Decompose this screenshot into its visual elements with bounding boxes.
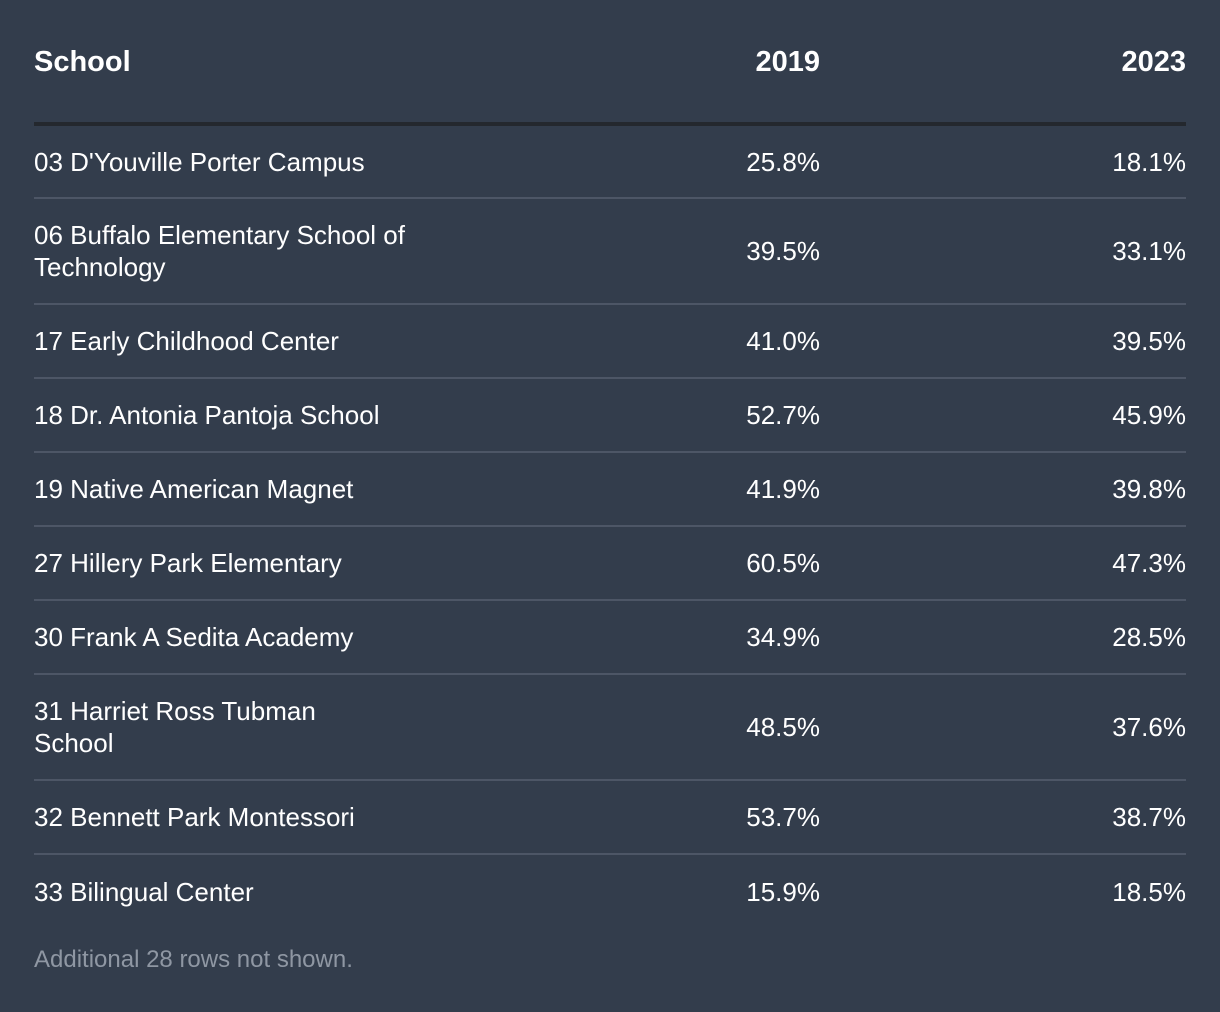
table-body: 03 D'Youville Porter Campus 25.8% 18.1% … (34, 124, 1186, 928)
table-row: 18 Dr. Antonia Pantoja School 52.7% 45.9… (34, 378, 1186, 453)
school-name-cell: 31 Harriet Ross Tubman School (34, 674, 654, 781)
value-2019-cell: 41.9% (654, 452, 820, 527)
header-school[interactable]: School (34, 0, 654, 126)
table-row: 06 Buffalo Elementary School of Technolo… (34, 198, 1186, 305)
value-2023-cell: 28.5% (820, 600, 1186, 675)
value-2023-cell: 37.6% (820, 674, 1186, 781)
value-2019-cell: 52.7% (654, 378, 820, 453)
value-2023-cell: 38.7% (820, 780, 1186, 855)
school-name-cell: 32 Bennett Park Montessori (34, 780, 654, 855)
value-2023-cell: 18.1% (820, 124, 1186, 199)
school-name-cell: 19 Native American Magnet (34, 452, 654, 527)
value-2019-cell: 53.7% (654, 780, 820, 855)
value-2019-cell: 25.8% (654, 124, 820, 199)
table-row: 27 Hillery Park Elementary 60.5% 47.3% (34, 526, 1186, 601)
school-name-cell: 03 D'Youville Porter Campus (34, 124, 654, 199)
school-table: School 2019 2023 03 D'Youville Porter Ca… (34, 0, 1186, 928)
school-name-cell: 33 Bilingual Center (34, 876, 254, 907)
school-name-cell: 30 Frank A Sedita Academy (34, 600, 654, 675)
value-2019-cell: 34.9% (654, 600, 820, 675)
value-2019-cell: 60.5% (654, 526, 820, 601)
value-2019-cell: 48.5% (654, 674, 820, 781)
value-2023-cell: 18.5% (1112, 876, 1186, 907)
table-row: 32 Bennett Park Montessori 53.7% 38.7% (34, 780, 1186, 855)
value-2019-cell: 15.9% (746, 876, 820, 907)
header-2023[interactable]: 2023 (820, 0, 1186, 126)
school-name-cell: 17 Early Childhood Center (34, 304, 654, 379)
value-2023-cell: 39.8% (820, 452, 1186, 527)
value-2023-cell: 45.9% (820, 378, 1186, 453)
rows-not-shown-note: Additional 28 rows not shown. (34, 946, 353, 973)
table-row: 03 D'Youville Porter Campus 25.8% 18.1% (34, 124, 1186, 199)
table-row: 31 Harriet Ross Tubman School 48.5% 37.6… (34, 674, 1186, 781)
header-2019[interactable]: 2019 (654, 0, 820, 126)
table-row: 17 Early Childhood Center 41.0% 39.5% (34, 304, 1186, 379)
header-row: School 2019 2023 (34, 0, 1186, 126)
table-row: 30 Frank A Sedita Academy 34.9% 28.5% (34, 600, 1186, 675)
value-2023-cell: 47.3% (820, 526, 1186, 601)
school-name-cell: 18 Dr. Antonia Pantoja School (34, 378, 654, 453)
value-2023-cell: 39.5% (820, 304, 1186, 379)
school-name-cell: 06 Buffalo Elementary School of Technolo… (34, 198, 654, 305)
school-name-cell: 27 Hillery Park Elementary (34, 526, 654, 601)
value-2019-cell: 41.0% (654, 304, 820, 379)
school-table-container: School 2019 2023 03 D'Youville Porter Ca… (34, 0, 1186, 928)
table-row: 19 Native American Magnet 41.9% 39.8% (34, 452, 1186, 527)
value-2023-cell: 33.1% (820, 198, 1186, 305)
table-row: 33 Bilingual Center 15.9% 18.5% (34, 854, 1186, 928)
value-2019-cell: 39.5% (654, 198, 820, 305)
table-header: School 2019 2023 (34, 0, 1186, 126)
